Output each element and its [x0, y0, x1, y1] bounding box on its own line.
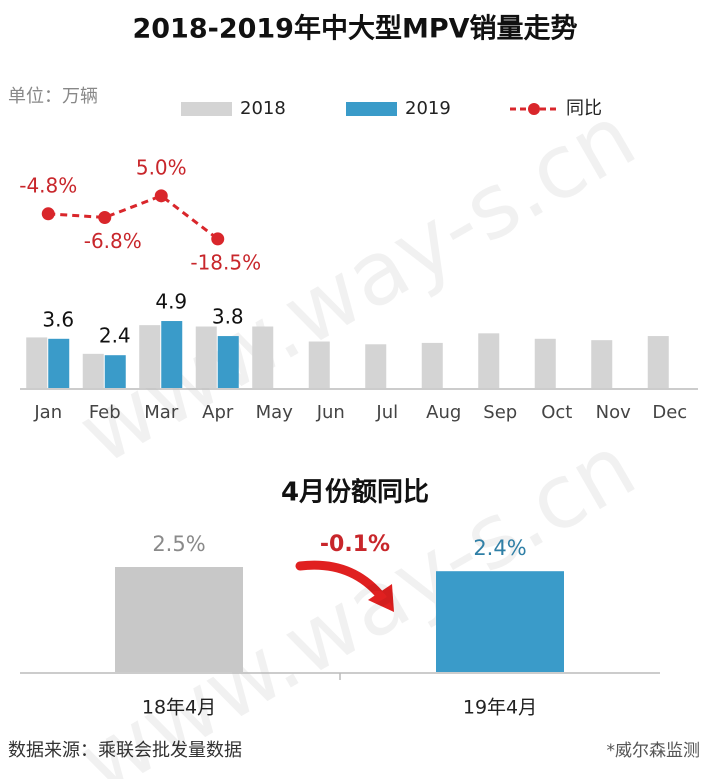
bar — [48, 338, 70, 388]
yoy-line — [48, 194, 219, 241]
x-tick-label: Dec — [652, 402, 687, 423]
bar — [139, 325, 161, 388]
legend-label: 同比 — [566, 98, 602, 119]
yoy-dot — [154, 189, 168, 203]
x-tick-label: Jul — [375, 402, 398, 423]
legend-label: 2019 — [405, 98, 451, 119]
bar — [647, 336, 669, 388]
data-label: 3.8 — [212, 305, 244, 329]
bar — [195, 326, 217, 388]
bar — [534, 338, 556, 388]
x-tick-label: Nov — [596, 402, 631, 423]
watermark: www.way-s.cn — [62, 84, 652, 484]
unit-label: 单位：万辆 — [8, 86, 98, 107]
x-tick-label: May — [256, 402, 294, 423]
bar — [252, 326, 274, 388]
data-label: -18.5% — [190, 250, 261, 274]
bar — [161, 321, 183, 388]
x-tick-label: Apr — [202, 402, 234, 423]
bar — [421, 342, 443, 388]
bar — [478, 333, 500, 388]
data-label: 2.4% — [473, 536, 526, 560]
arrow-head — [368, 584, 394, 612]
bar — [104, 355, 126, 388]
bar — [365, 344, 387, 388]
bar — [82, 353, 104, 388]
legend-swatch — [346, 102, 397, 116]
data-label: 3.6 — [42, 307, 74, 331]
bar — [308, 341, 330, 388]
data-label: 5.0% — [136, 155, 187, 179]
note: *威尔森监测 — [607, 741, 701, 761]
legend-label: 2018 — [240, 98, 286, 119]
data-label: -6.8% — [84, 229, 142, 253]
chart-title: 2018-2019年中大型MPV销量走势 — [132, 13, 577, 45]
x-tick-label: Sep — [483, 402, 517, 423]
x-tick-label: Jan — [33, 402, 62, 423]
data-label: -4.8% — [19, 173, 77, 197]
x-tick-label: 18年4月 — [142, 697, 216, 719]
yoy-dot — [41, 207, 55, 221]
bar — [217, 336, 239, 388]
source: 数据来源：乘联会批发量数据 — [8, 740, 242, 761]
x-tick-label: Mar — [144, 402, 179, 423]
data-label: 4.9 — [155, 290, 187, 314]
chart-title: 4月份额同比 — [281, 478, 429, 508]
yoy-dot — [98, 210, 112, 224]
bar — [591, 340, 613, 388]
legend-dot — [528, 103, 540, 115]
bar — [26, 337, 48, 388]
bar — [115, 567, 243, 672]
bar — [436, 571, 564, 672]
x-tick-label: Oct — [541, 402, 572, 423]
x-tick-label: Jun — [316, 402, 345, 423]
annotation: -0.1% — [320, 532, 390, 557]
yoy-dot — [211, 232, 225, 246]
data-label: 2.5% — [152, 532, 205, 556]
x-tick-label: Feb — [89, 402, 121, 423]
x-tick-label: Aug — [426, 402, 461, 423]
data-label: 2.4 — [99, 324, 131, 348]
arrow — [295, 560, 385, 600]
legend-swatch — [181, 102, 232, 116]
x-tick-label: 19年4月 — [463, 697, 537, 719]
